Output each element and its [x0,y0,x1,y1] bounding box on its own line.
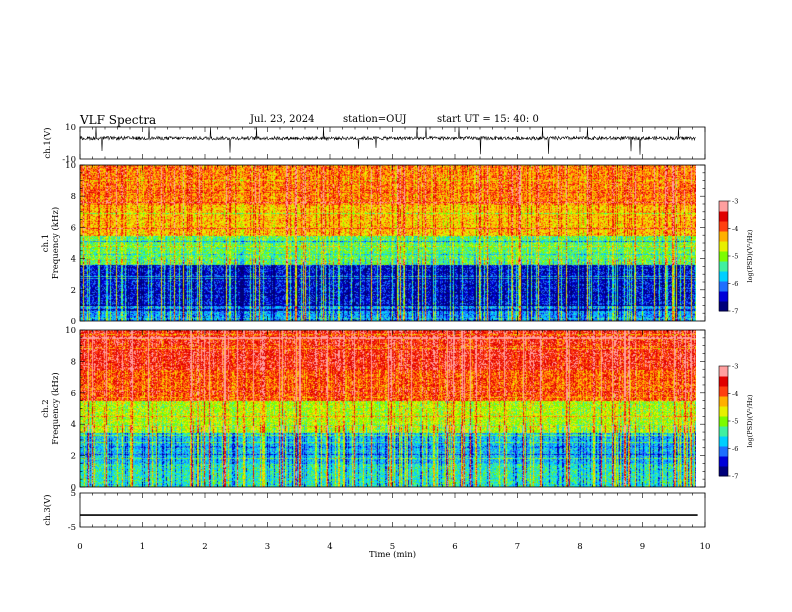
x-tick-label: 4 [327,542,332,552]
date-label: Jul. 23, 2024 [250,114,315,125]
y-axis-label: ch.1(V) [42,127,53,158]
y-tick-label: 8 [71,357,76,367]
x-tick-label: 3 [265,542,270,552]
y-axis-label: Frequency (kHz) [50,372,61,444]
colorbar-tick-label: -7 [732,473,738,481]
colorbar-tick-label: -5 [732,253,738,261]
colorbar-segment [719,406,728,417]
x-tick-label: 2 [202,542,207,552]
x-tick-label: 10 [700,542,711,552]
y-tick-label: 6 [71,389,76,399]
colorbar-segment [719,436,728,447]
y-tick-label: 2 [71,452,76,462]
colorbar-segment [719,221,728,232]
colorbar-segment [719,261,728,272]
colorbar-segment [719,201,728,212]
y-axis-label: ch.3(V) [42,494,53,525]
spectrogram-image-ch1 [80,165,696,321]
colorbar-tick-label: -6 [732,280,738,288]
colorbar-tick-label: -4 [732,225,738,233]
y-tick-label: -10 [62,155,76,165]
colorbar-segment [719,446,728,457]
x-tick-label: 6 [452,542,457,552]
colorbar-segment [719,396,728,407]
y-tick-label: -5 [68,523,76,533]
colorbar-label: log(PSD)(V²/Hz) [746,229,754,282]
x-tick-label: 9 [640,542,645,552]
y-tick-label: 0 [71,483,76,493]
y-tick-label: 5 [71,489,76,499]
colorbar-label: log(PSD)(V²/Hz) [746,394,754,447]
colorbar-segment [719,466,728,477]
y-axis-label: ch.1 [41,234,51,252]
x-axis-label: Time (min) [369,549,416,560]
colorbar-segment [719,241,728,252]
y-axis-label: Frequency (kHz) [50,207,61,279]
colorbar-segment [719,291,728,302]
colorbar-tick-label: -3 [732,198,738,206]
colorbar-segment [719,231,728,242]
chart-title: VLF Spectra [80,113,157,127]
x-tick-label: 8 [577,542,582,552]
colorbar-segment [719,366,728,377]
colorbar-segment [719,281,728,292]
colorbar-tick-label: -5 [732,418,738,426]
colorbar-segment [719,386,728,397]
colorbar-tick-label: -4 [732,390,738,398]
y-tick-label: 4 [71,420,76,430]
y-tick-label: 6 [71,223,76,233]
spectrogram-image-ch2 [80,330,696,487]
x-tick-label: 1 [140,542,145,552]
colorbar-segment [719,271,728,282]
colorbar-segment [719,456,728,467]
colorbar-segment [719,301,728,312]
y-tick-label: 10 [65,326,76,336]
y-tick-label: 0 [71,317,76,327]
panel-frame-3 [79,492,706,528]
start-time-label: start UT = 15: 40: 0 [437,114,539,125]
y-tick-label: 10 [65,161,76,171]
colorbar-segment [719,376,728,387]
x-tick-label: 0 [77,542,82,552]
station-label: station=OUJ [343,114,407,125]
colorbar-tick-label: -3 [732,363,738,371]
y-tick-label: 4 [71,255,76,265]
x-tick-label: 5 [390,542,395,552]
x-tick-label: 7 [515,542,520,552]
y-tick-label: 10 [65,123,76,133]
colorbar-segment [719,211,728,222]
y-axis-label: ch.2 [41,399,51,417]
colorbar-segment [719,416,728,427]
ch1-trace [79,126,696,155]
y-tick-label: 8 [71,192,76,202]
y-tick-label: 2 [71,286,76,296]
colorbar-tick-label: -7 [732,308,738,316]
colorbar-segment [719,251,728,262]
colorbar-segment [719,426,728,437]
colorbar-tick-label: -6 [732,445,738,453]
